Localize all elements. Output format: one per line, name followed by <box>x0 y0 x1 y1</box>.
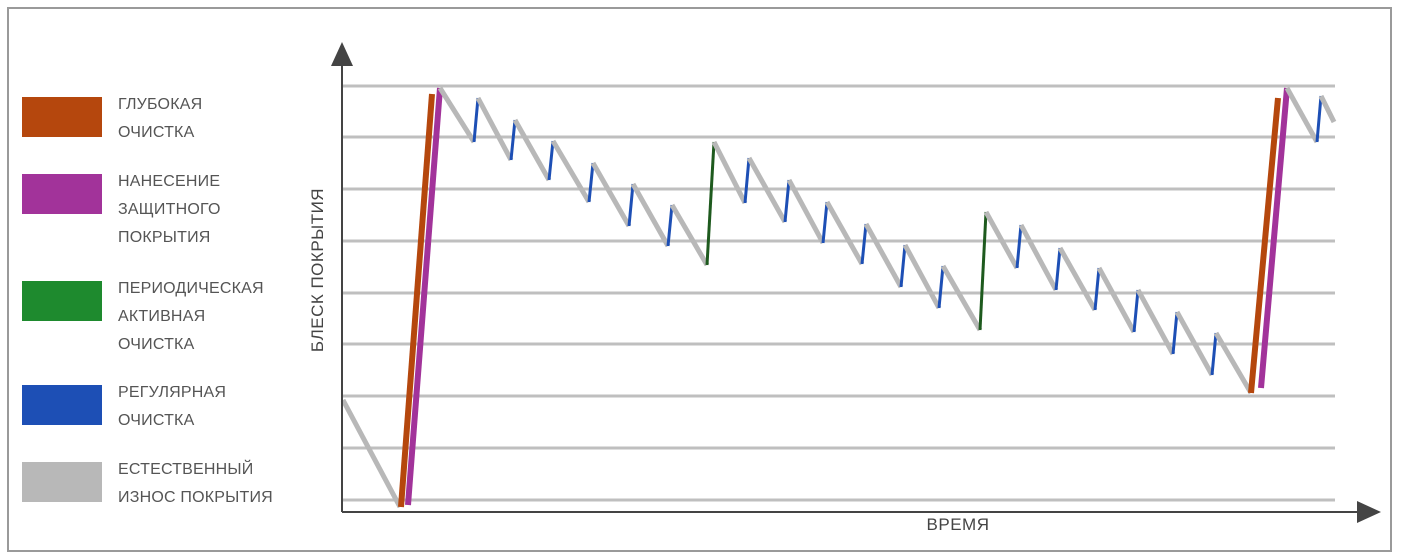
wear-segment <box>340 398 403 509</box>
legend-item-periodic-cleaning: ПЕРИОДИЧЕСКАЯ АКТИВНАЯ ОЧИСТКА <box>22 280 264 359</box>
wear-segment <box>669 203 710 267</box>
wear-segment <box>940 264 983 332</box>
regular-cleaning-stroke <box>509 119 517 161</box>
legend-item-natural-wear: ЕСТЕСТВЕННЫЙ ИЗНОС ПОКРЫТИЯ <box>22 461 273 512</box>
regular-cleaning-stroke <box>472 97 480 143</box>
wear-segment <box>1284 86 1320 144</box>
gloss-curve <box>340 86 1337 509</box>
periodic-cleaning-stroke <box>978 211 988 331</box>
regular-cleaning-stroke <box>1315 95 1323 143</box>
gridlines <box>343 84 1335 502</box>
regular-cleaning-stroke <box>587 162 595 203</box>
deep-cleaning-stroke <box>1248 97 1281 394</box>
legend-label-deep-cleaning: ГЛУБОКАЯ ОЧИСТКА <box>118 96 203 141</box>
legend-label-periodic-cleaning: ПЕРИОДИЧЕСКАЯ АКТИВНАЯ ОЧИСТКА <box>118 280 264 353</box>
regular-cleaning-stroke <box>1015 224 1023 269</box>
x-axis-arrowhead <box>1357 501 1381 523</box>
legend-swatch-natural-wear <box>22 462 102 502</box>
wear-segment <box>1018 223 1059 292</box>
regular-cleaning-stroke <box>937 265 945 309</box>
figure-frame <box>7 7 1392 552</box>
wear-segment <box>902 243 942 310</box>
wear-segment <box>983 210 1020 270</box>
y-axis-arrowhead <box>331 42 353 66</box>
wear-segment <box>437 86 477 144</box>
wear-segment <box>512 118 552 182</box>
legend-label-protective-coating: НАНЕСЕНИЕ ЗАЩИТНОГО ПОКРЫТИЯ <box>118 173 221 246</box>
wear-segment <box>590 161 632 228</box>
regular-cleaning-stroke <box>821 201 829 244</box>
regular-cleaning-stroke <box>860 223 868 265</box>
wear-segment <box>1213 331 1254 395</box>
y-axis-label: БЛЕСК ПОКРЫТИЯ <box>308 187 327 353</box>
deep-cleaning-stroke <box>398 93 435 508</box>
regular-cleaning-stroke <box>666 204 674 247</box>
wear-segment <box>1096 266 1137 334</box>
regular-cleaning-stroke <box>547 140 555 181</box>
wear-segment <box>1057 246 1098 312</box>
regular-cleaning-stroke <box>1171 311 1179 355</box>
legend-swatch-periodic-cleaning <box>22 281 102 321</box>
periodic-cleaning-stroke <box>705 141 716 266</box>
wear-segment <box>711 140 748 205</box>
regular-cleaning-stroke <box>743 157 751 204</box>
legend-item-deep-cleaning: ГЛУБОКАЯ ОЧИСТКА <box>22 96 202 147</box>
legend-label-natural-wear: ЕСТЕСТВЕННЫЙ ИЗНОС ПОКРЫТИЯ <box>118 461 273 506</box>
regular-cleaning-stroke <box>627 183 635 227</box>
legend-item-regular-cleaning: РЕГУЛЯРНАЯ ОЧИСТКА <box>22 384 226 435</box>
regular-cleaning-stroke <box>1093 267 1101 311</box>
wear-segment <box>1174 310 1215 377</box>
regular-cleaning-stroke <box>1210 332 1218 376</box>
wear-segment <box>863 222 904 289</box>
legend-swatch-deep-cleaning <box>22 97 102 137</box>
regular-cleaning-stroke <box>1054 247 1062 291</box>
axes <box>331 42 1381 523</box>
wear-segment <box>1318 94 1337 124</box>
coating-stroke <box>1258 87 1290 389</box>
regular-cleaning-stroke <box>783 179 791 223</box>
legend-swatch-regular-cleaning <box>22 385 102 425</box>
coating-stroke <box>405 87 443 506</box>
wear-segment <box>550 139 592 204</box>
legend-swatch-protective-coating <box>22 174 102 214</box>
wear-segment <box>630 182 671 248</box>
wear-segment <box>1135 288 1176 356</box>
legend-item-protective-coating: НАНЕСЕНИЕ ЗАЩИТНОГО ПОКРЫТИЯ <box>22 173 221 252</box>
legend-label-regular-cleaning: РЕГУЛЯРНАЯ ОЧИСТКА <box>118 384 227 429</box>
regular-cleaning-stroke <box>1132 289 1140 333</box>
wear-segment <box>824 200 865 266</box>
regular-cleaning-stroke <box>899 244 907 288</box>
wear-segment <box>746 156 788 224</box>
wear-segment <box>786 178 826 245</box>
x-axis-label: ВРЕМЯ <box>926 515 990 534</box>
wear-segment <box>475 96 514 162</box>
